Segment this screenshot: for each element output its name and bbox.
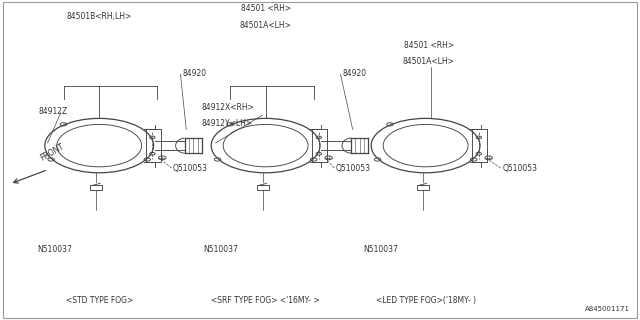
- Text: 84920: 84920: [342, 69, 367, 78]
- Text: <SRF TYPE FOG> <'16MY- >: <SRF TYPE FOG> <'16MY- >: [211, 296, 320, 305]
- Text: 84501A<LH>: 84501A<LH>: [239, 21, 292, 30]
- Text: Q510053: Q510053: [502, 164, 538, 172]
- Text: 84920: 84920: [182, 69, 207, 78]
- Text: 84501B<RH,LH>: 84501B<RH,LH>: [67, 12, 132, 21]
- Bar: [312, 129, 327, 163]
- Bar: [90, 185, 102, 190]
- Text: N510037: N510037: [37, 245, 72, 254]
- Text: 84912Z: 84912Z: [38, 108, 68, 116]
- Text: N510037: N510037: [204, 245, 238, 254]
- Text: 84501 <RH>: 84501 <RH>: [241, 4, 291, 13]
- Bar: [472, 129, 487, 163]
- Bar: [145, 129, 161, 163]
- Text: N510037: N510037: [364, 245, 398, 254]
- Text: Q510053: Q510053: [173, 164, 208, 172]
- Text: FRONT: FRONT: [38, 142, 65, 163]
- Bar: [417, 185, 429, 190]
- Text: A845001171: A845001171: [586, 306, 630, 312]
- Text: <STD TYPE FOG>: <STD TYPE FOG>: [65, 296, 133, 305]
- Bar: [257, 185, 269, 190]
- Text: 84912X<RH>: 84912X<RH>: [202, 103, 255, 112]
- Text: Q510053: Q510053: [336, 164, 371, 172]
- Text: <LED TYPE FOG>('18MY- ): <LED TYPE FOG>('18MY- ): [376, 296, 476, 305]
- Text: 84912Y<LH>: 84912Y<LH>: [202, 119, 253, 128]
- Text: 84501 <RH>: 84501 <RH>: [404, 41, 454, 50]
- Text: 84501A<LH>: 84501A<LH>: [403, 57, 455, 66]
